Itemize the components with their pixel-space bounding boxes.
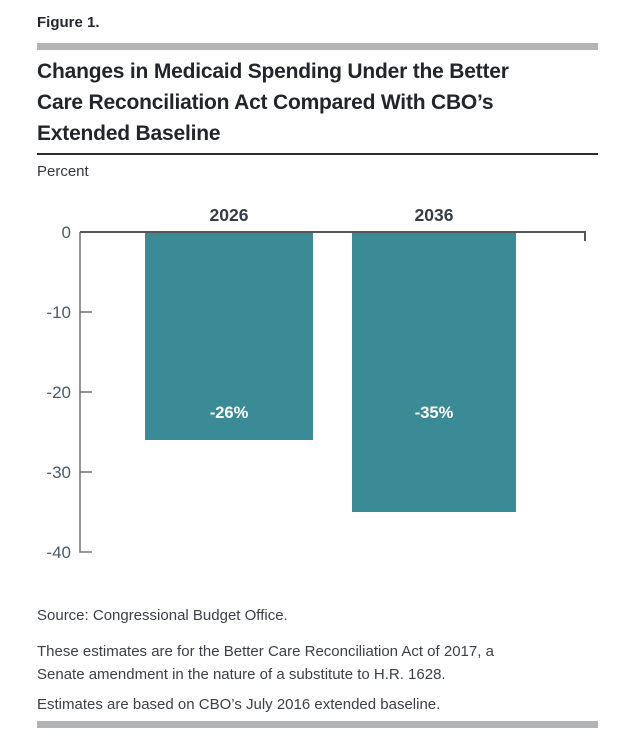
top-divider-bar — [37, 43, 598, 50]
y-axis-unit-label: Percent — [37, 163, 89, 180]
figure-title-line-2: Care Reconciliation Act Compared With CB… — [37, 91, 494, 114]
bar-category-label-2036: 2036 — [415, 205, 454, 225]
y-axis-tick-label--20: -20 — [46, 383, 71, 402]
bar-category-label-2026: 2026 — [210, 205, 249, 225]
bar-value-label-2026: -26% — [210, 404, 249, 422]
bottom-divider-bar — [37, 721, 598, 728]
explanatory-note-line-1: These estimates are for the Better Care … — [37, 643, 494, 660]
title-underline-rule — [37, 153, 598, 155]
bar-2036 — [352, 232, 516, 512]
y-axis-tick-label--10: -10 — [46, 303, 71, 322]
explanatory-note: These estimates are for the Better Care … — [37, 640, 494, 686]
source-note: Source: Congressional Budget Office. — [37, 604, 288, 627]
bar-2026 — [145, 232, 313, 440]
y-axis-tick-label--40: -40 — [46, 543, 71, 562]
y-axis-line — [79, 232, 92, 553]
figure-title-line-1: Changes in Medicaid Spending Under the B… — [37, 60, 509, 83]
bar-chart: 0 -10 -20 -30 -40 2026 -26% 2036 -35% — [0, 190, 623, 590]
explanatory-note-line-2: Senate amendment in the nature of a subs… — [37, 666, 446, 683]
source-note-line: Source: Congressional Budget Office. — [37, 607, 288, 624]
bar-chart-canvas: 0 -10 -20 -30 -40 2026 -26% 2036 -35% — [46, 205, 586, 562]
baseline-note: Estimates are based on CBO’s July 2016 e… — [37, 693, 440, 716]
figure-title: Changes in Medicaid Spending Under the B… — [37, 56, 509, 149]
y-axis-tick-label--30: -30 — [46, 463, 71, 482]
zero-baseline — [80, 231, 586, 241]
figure-number-label: Figure 1. — [37, 14, 100, 31]
bar-value-label-2036: -35% — [415, 404, 454, 422]
y-axis-tick-label-0: 0 — [62, 223, 71, 242]
baseline-note-line: Estimates are based on CBO’s July 2016 e… — [37, 696, 441, 713]
figure-title-line-3: Extended Baseline — [37, 122, 221, 145]
